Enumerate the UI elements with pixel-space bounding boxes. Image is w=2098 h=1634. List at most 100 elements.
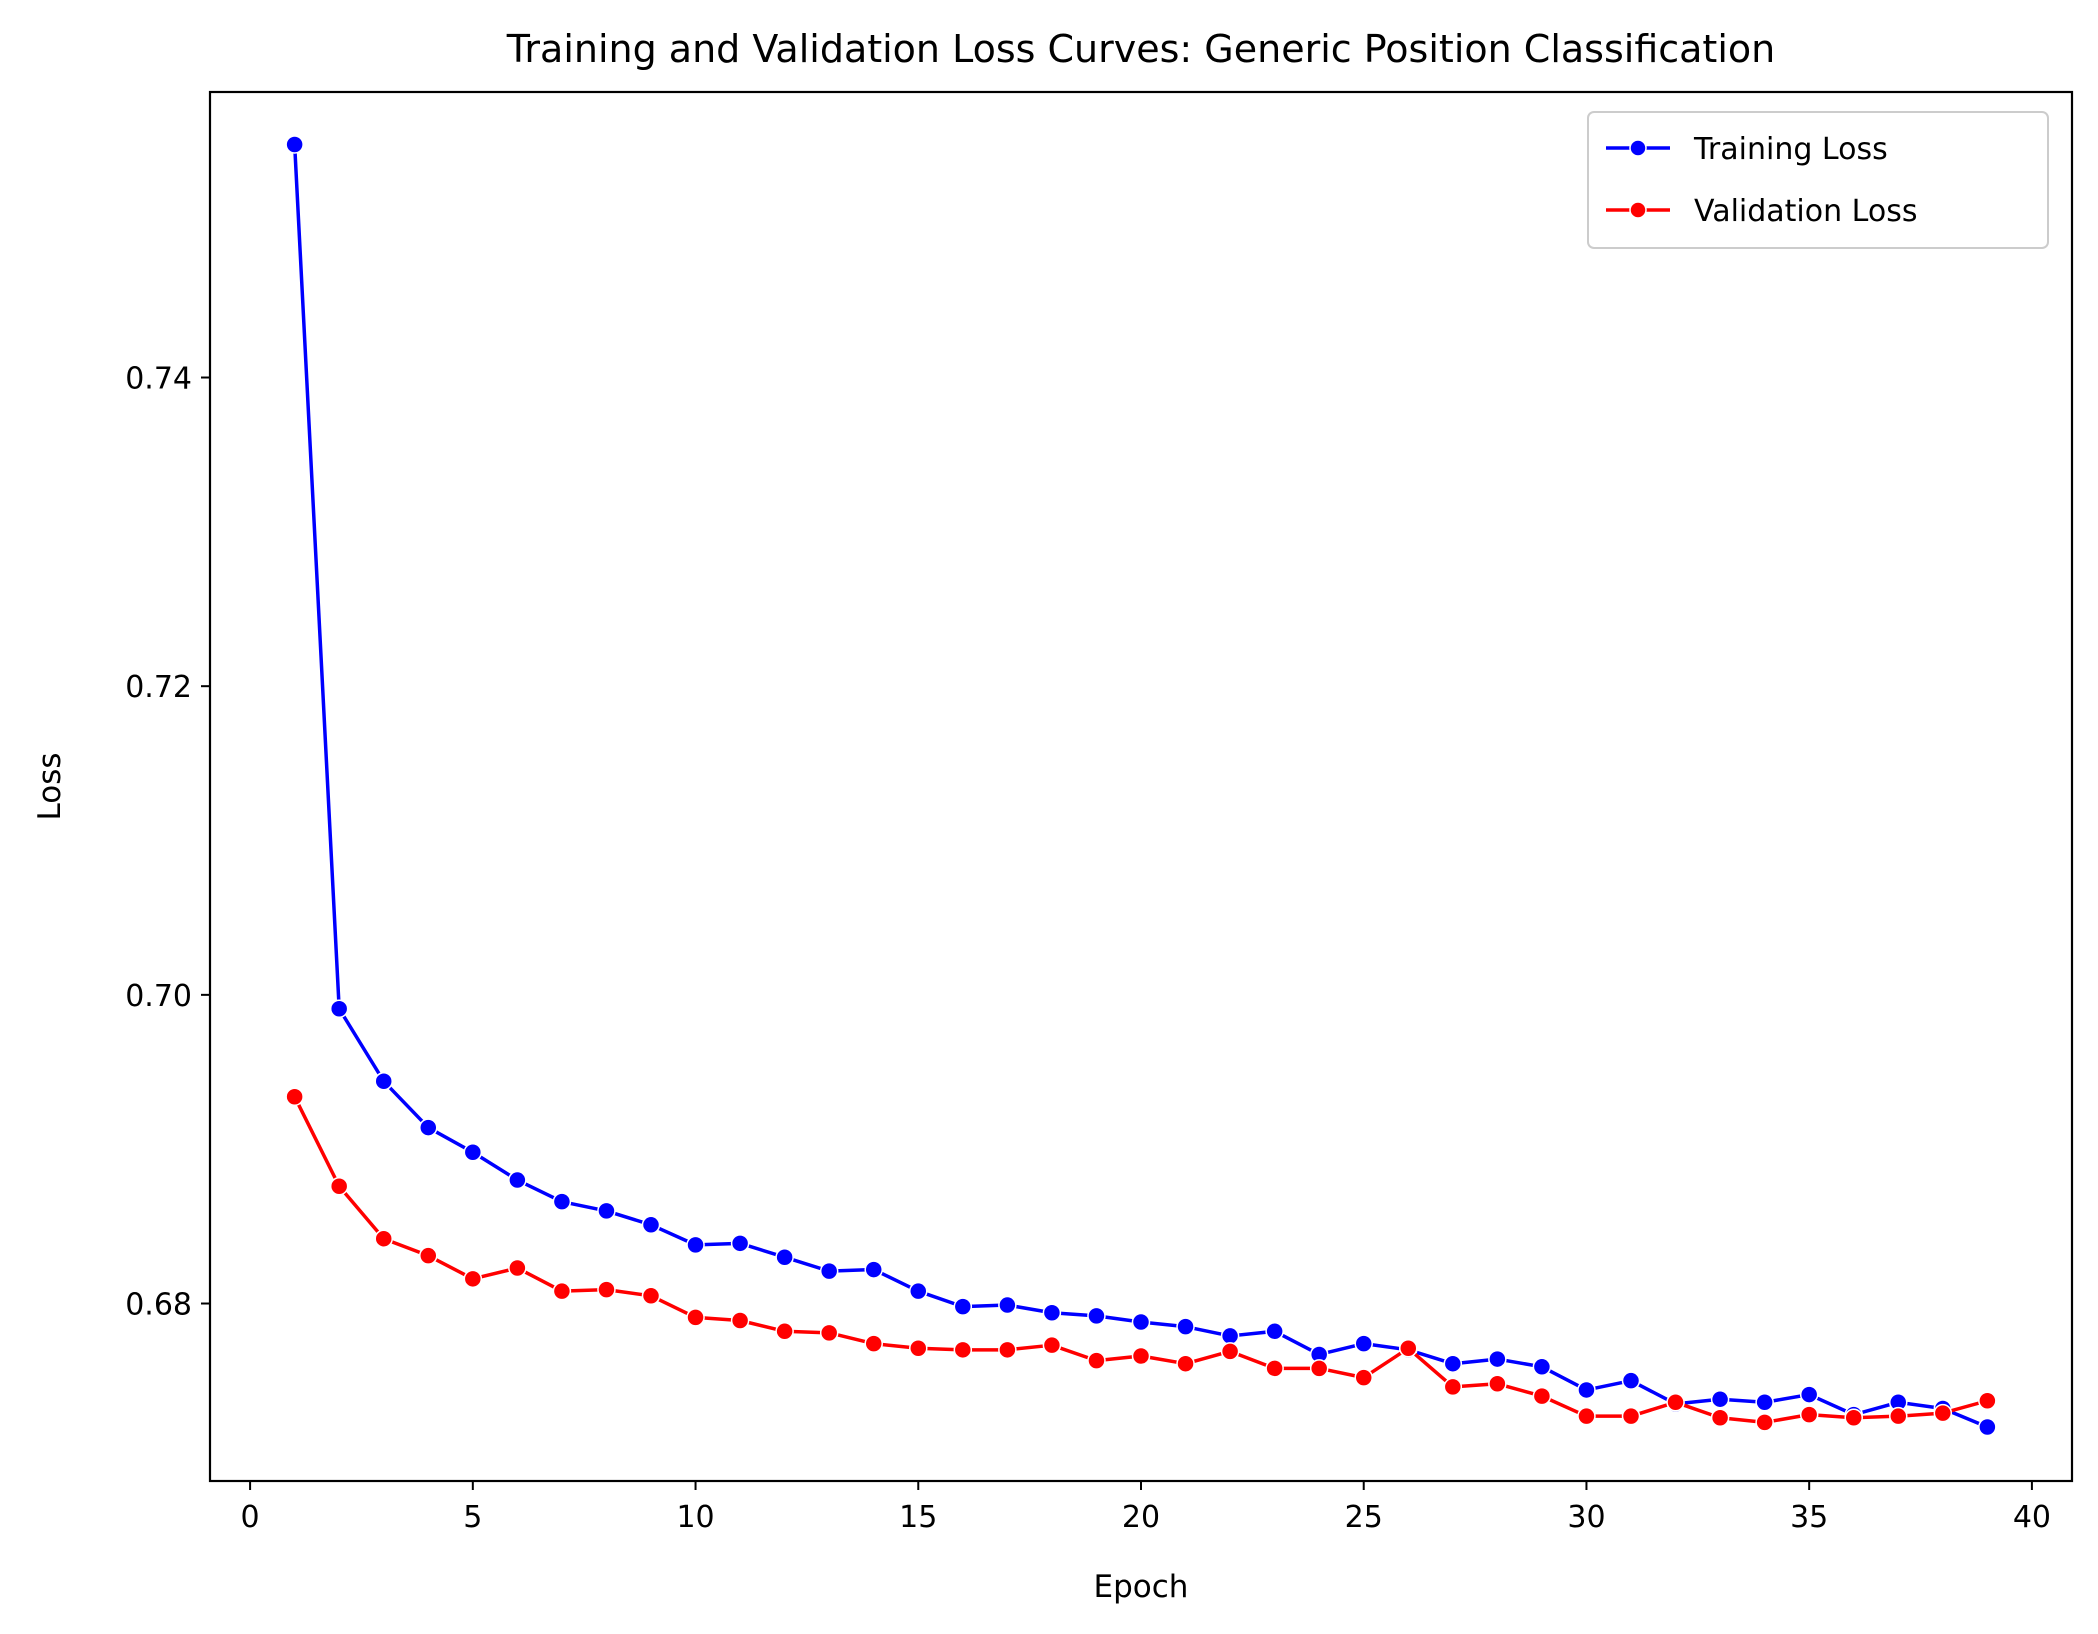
y-tick-label: 0.74 [125, 362, 192, 397]
y-axis-ticks: 0.68 0.70 0.72 0.74 [125, 362, 210, 1323]
data-point-validation [1532, 1386, 1552, 1406]
data-point-validation [508, 1258, 527, 1278]
data-point-training [508, 1170, 527, 1190]
data-point-validation [597, 1280, 616, 1299]
data-point-validation [953, 1340, 973, 1360]
data-point-validation [819, 1323, 839, 1343]
data-point-training [1621, 1371, 1641, 1390]
data-point-validation [552, 1281, 572, 1301]
data-point-training [1131, 1312, 1151, 1332]
data-point-training [419, 1118, 438, 1137]
data-point-training [463, 1143, 483, 1162]
data-point-validation [775, 1322, 794, 1341]
legend-swatch-validation-marker [1629, 201, 1647, 219]
data-point-training [552, 1192, 572, 1211]
x-tick-label: 40 [2013, 1500, 2051, 1535]
data-point-training [1488, 1349, 1507, 1369]
data-point-validation [998, 1340, 1017, 1360]
data-point-validation [1220, 1342, 1240, 1361]
data-point-validation [1799, 1405, 1819, 1424]
series-training [285, 135, 1997, 1437]
data-point-training [641, 1215, 661, 1235]
x-tick-label: 20 [1122, 1500, 1160, 1535]
data-point-training [329, 999, 349, 1018]
data-point-validation [909, 1339, 928, 1358]
data-point-training [374, 1072, 393, 1091]
data-point-training [1042, 1303, 1062, 1323]
data-point-validation [1844, 1408, 1863, 1427]
x-tick-label: 15 [899, 1500, 937, 1535]
data-point-training [819, 1261, 839, 1281]
legend-swatch-training-marker [1629, 139, 1647, 157]
y-tick-label: 0.72 [125, 670, 192, 705]
data-point-training [1532, 1357, 1552, 1377]
data-point-validation [1710, 1408, 1730, 1427]
chart-title: Training and Validation Loss Curves: Gen… [506, 27, 1775, 71]
data-point-training [730, 1234, 750, 1253]
data-point-validation [1131, 1346, 1151, 1366]
data-point-validation [1042, 1335, 1062, 1355]
data-point-training [998, 1295, 1017, 1315]
data-point-training [1577, 1380, 1596, 1400]
data-point-validation [1755, 1413, 1774, 1432]
data-point-validation [374, 1229, 393, 1248]
data-point-training [1978, 1417, 1997, 1437]
data-point-training [1087, 1306, 1106, 1326]
data-point-validation [1354, 1368, 1373, 1387]
data-point-training [1220, 1326, 1240, 1346]
x-tick-label: 30 [1567, 1500, 1605, 1535]
data-point-validation [1933, 1403, 1953, 1423]
data-point-training [953, 1297, 973, 1316]
data-point-training [1443, 1354, 1463, 1373]
data-point-training [775, 1247, 794, 1267]
data-point-validation [1621, 1406, 1641, 1426]
data-point-validation [686, 1308, 705, 1327]
data-point-training [1265, 1322, 1284, 1341]
data-point-training [1755, 1393, 1774, 1412]
data-point-validation [864, 1334, 883, 1353]
data-point-training [1176, 1317, 1195, 1336]
data-point-training [1710, 1389, 1730, 1409]
data-point-validation [419, 1246, 438, 1265]
x-tick-label: 0 [241, 1500, 260, 1535]
legend: Training Loss Validation Loss [1587, 111, 2049, 249]
legend-label-training: Training Loss [1693, 132, 1888, 167]
x-tick-label: 25 [1345, 1500, 1383, 1535]
data-point-validation [730, 1311, 750, 1330]
x-axis-title: Epoch [1094, 1569, 1189, 1605]
data-point-validation [1087, 1351, 1106, 1370]
data-point-training [285, 135, 304, 154]
data-point-validation [285, 1087, 304, 1106]
data-point-validation [1176, 1354, 1195, 1373]
data-point-training [909, 1281, 928, 1301]
x-tick-label: 10 [676, 1500, 714, 1535]
data-point-training [1354, 1334, 1373, 1353]
y-axis-title: Loss [32, 753, 68, 821]
legend-box [1587, 111, 2049, 249]
series-validation [285, 1087, 1997, 1432]
data-point-validation [1666, 1393, 1685, 1412]
data-point-validation [1309, 1359, 1329, 1378]
data-point-training [686, 1235, 705, 1255]
data-point-validation [1443, 1377, 1463, 1397]
series-layer [285, 135, 1997, 1437]
y-tick-label: 0.70 [125, 979, 192, 1014]
data-point-validation [1889, 1406, 1908, 1426]
data-point-validation [1577, 1406, 1596, 1426]
legend-label-validation: Validation Loss [1694, 194, 1917, 229]
data-point-validation [1978, 1391, 1997, 1410]
y-tick-label: 0.68 [125, 1288, 192, 1323]
data-point-validation [1399, 1339, 1418, 1358]
x-tick-label: 5 [463, 1500, 482, 1535]
data-point-validation [329, 1176, 349, 1196]
data-point-validation [1488, 1374, 1507, 1394]
data-point-validation [641, 1286, 661, 1306]
data-point-validation [463, 1269, 483, 1289]
data-point-training [864, 1260, 883, 1279]
data-point-training [597, 1201, 616, 1221]
data-point-training [1799, 1385, 1819, 1404]
x-axis-ticks: 0 5 10 15 20 25 30 35 40 [241, 1481, 2051, 1535]
